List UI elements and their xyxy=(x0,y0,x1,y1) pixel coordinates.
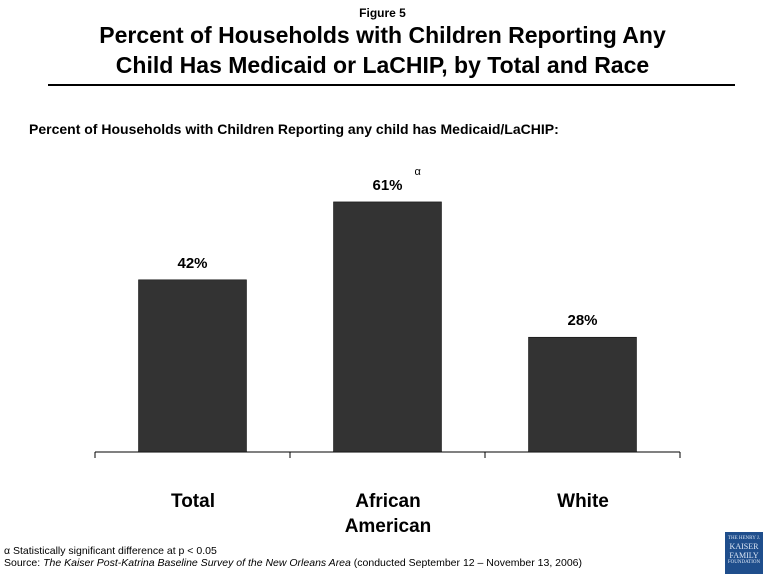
title-underline xyxy=(48,84,735,86)
title-line-1: Percent of Households with Children Repo… xyxy=(99,22,666,48)
x-label-african-american-line-1: African xyxy=(355,491,421,512)
title-line-2: Child Has Medicaid or LaCHIP, by Total a… xyxy=(115,52,650,78)
significance-marker: α xyxy=(415,166,422,178)
data-label: 61% xyxy=(372,177,402,194)
kaiser-logo: THE HENRY J. KAISER FAMILY FOUNDATION xyxy=(725,532,763,574)
x-label-african-american-line-2: American xyxy=(344,516,432,537)
footnote: α Statistically significant difference a… xyxy=(4,545,217,557)
bar-white xyxy=(528,336,637,453)
x-label-white: White xyxy=(557,491,609,512)
source-note: Source: The Kaiser Post-Katrina Baseline… xyxy=(4,557,582,570)
source-prefix: Source: xyxy=(4,557,44,569)
chart-title: Percent of Households with Children Repo… xyxy=(40,20,725,80)
bar-african-american xyxy=(333,201,442,453)
logo-line-1: THE HENRY J. xyxy=(727,536,761,541)
x-label-african-american: African American xyxy=(298,489,478,539)
data-label: 42% xyxy=(177,255,207,272)
figure-label: Figure 5 xyxy=(359,6,406,20)
x-label-total: Total xyxy=(171,491,215,512)
logo-line-3: FAMILY xyxy=(729,551,759,560)
chart-subtitle: Percent of Households with Children Repo… xyxy=(29,121,559,137)
logo-line-2: KAISER xyxy=(729,542,759,551)
data-label: 28% xyxy=(567,312,597,329)
source-suffix: (conducted September 12 – November 13, 2… xyxy=(350,557,583,569)
logo-line-4: FOUNDATION xyxy=(727,560,761,565)
bar-total xyxy=(138,279,247,453)
source-title: The Kaiser Post-Katrina Baseline Survey … xyxy=(43,557,351,569)
